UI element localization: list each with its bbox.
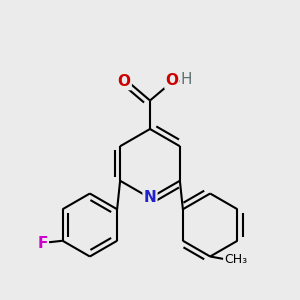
Text: CH₃: CH₃ bbox=[224, 253, 247, 266]
Text: O: O bbox=[118, 74, 131, 89]
Text: O: O bbox=[165, 73, 178, 88]
Text: F: F bbox=[37, 236, 48, 251]
Text: N: N bbox=[144, 190, 156, 206]
Text: H: H bbox=[181, 72, 192, 87]
